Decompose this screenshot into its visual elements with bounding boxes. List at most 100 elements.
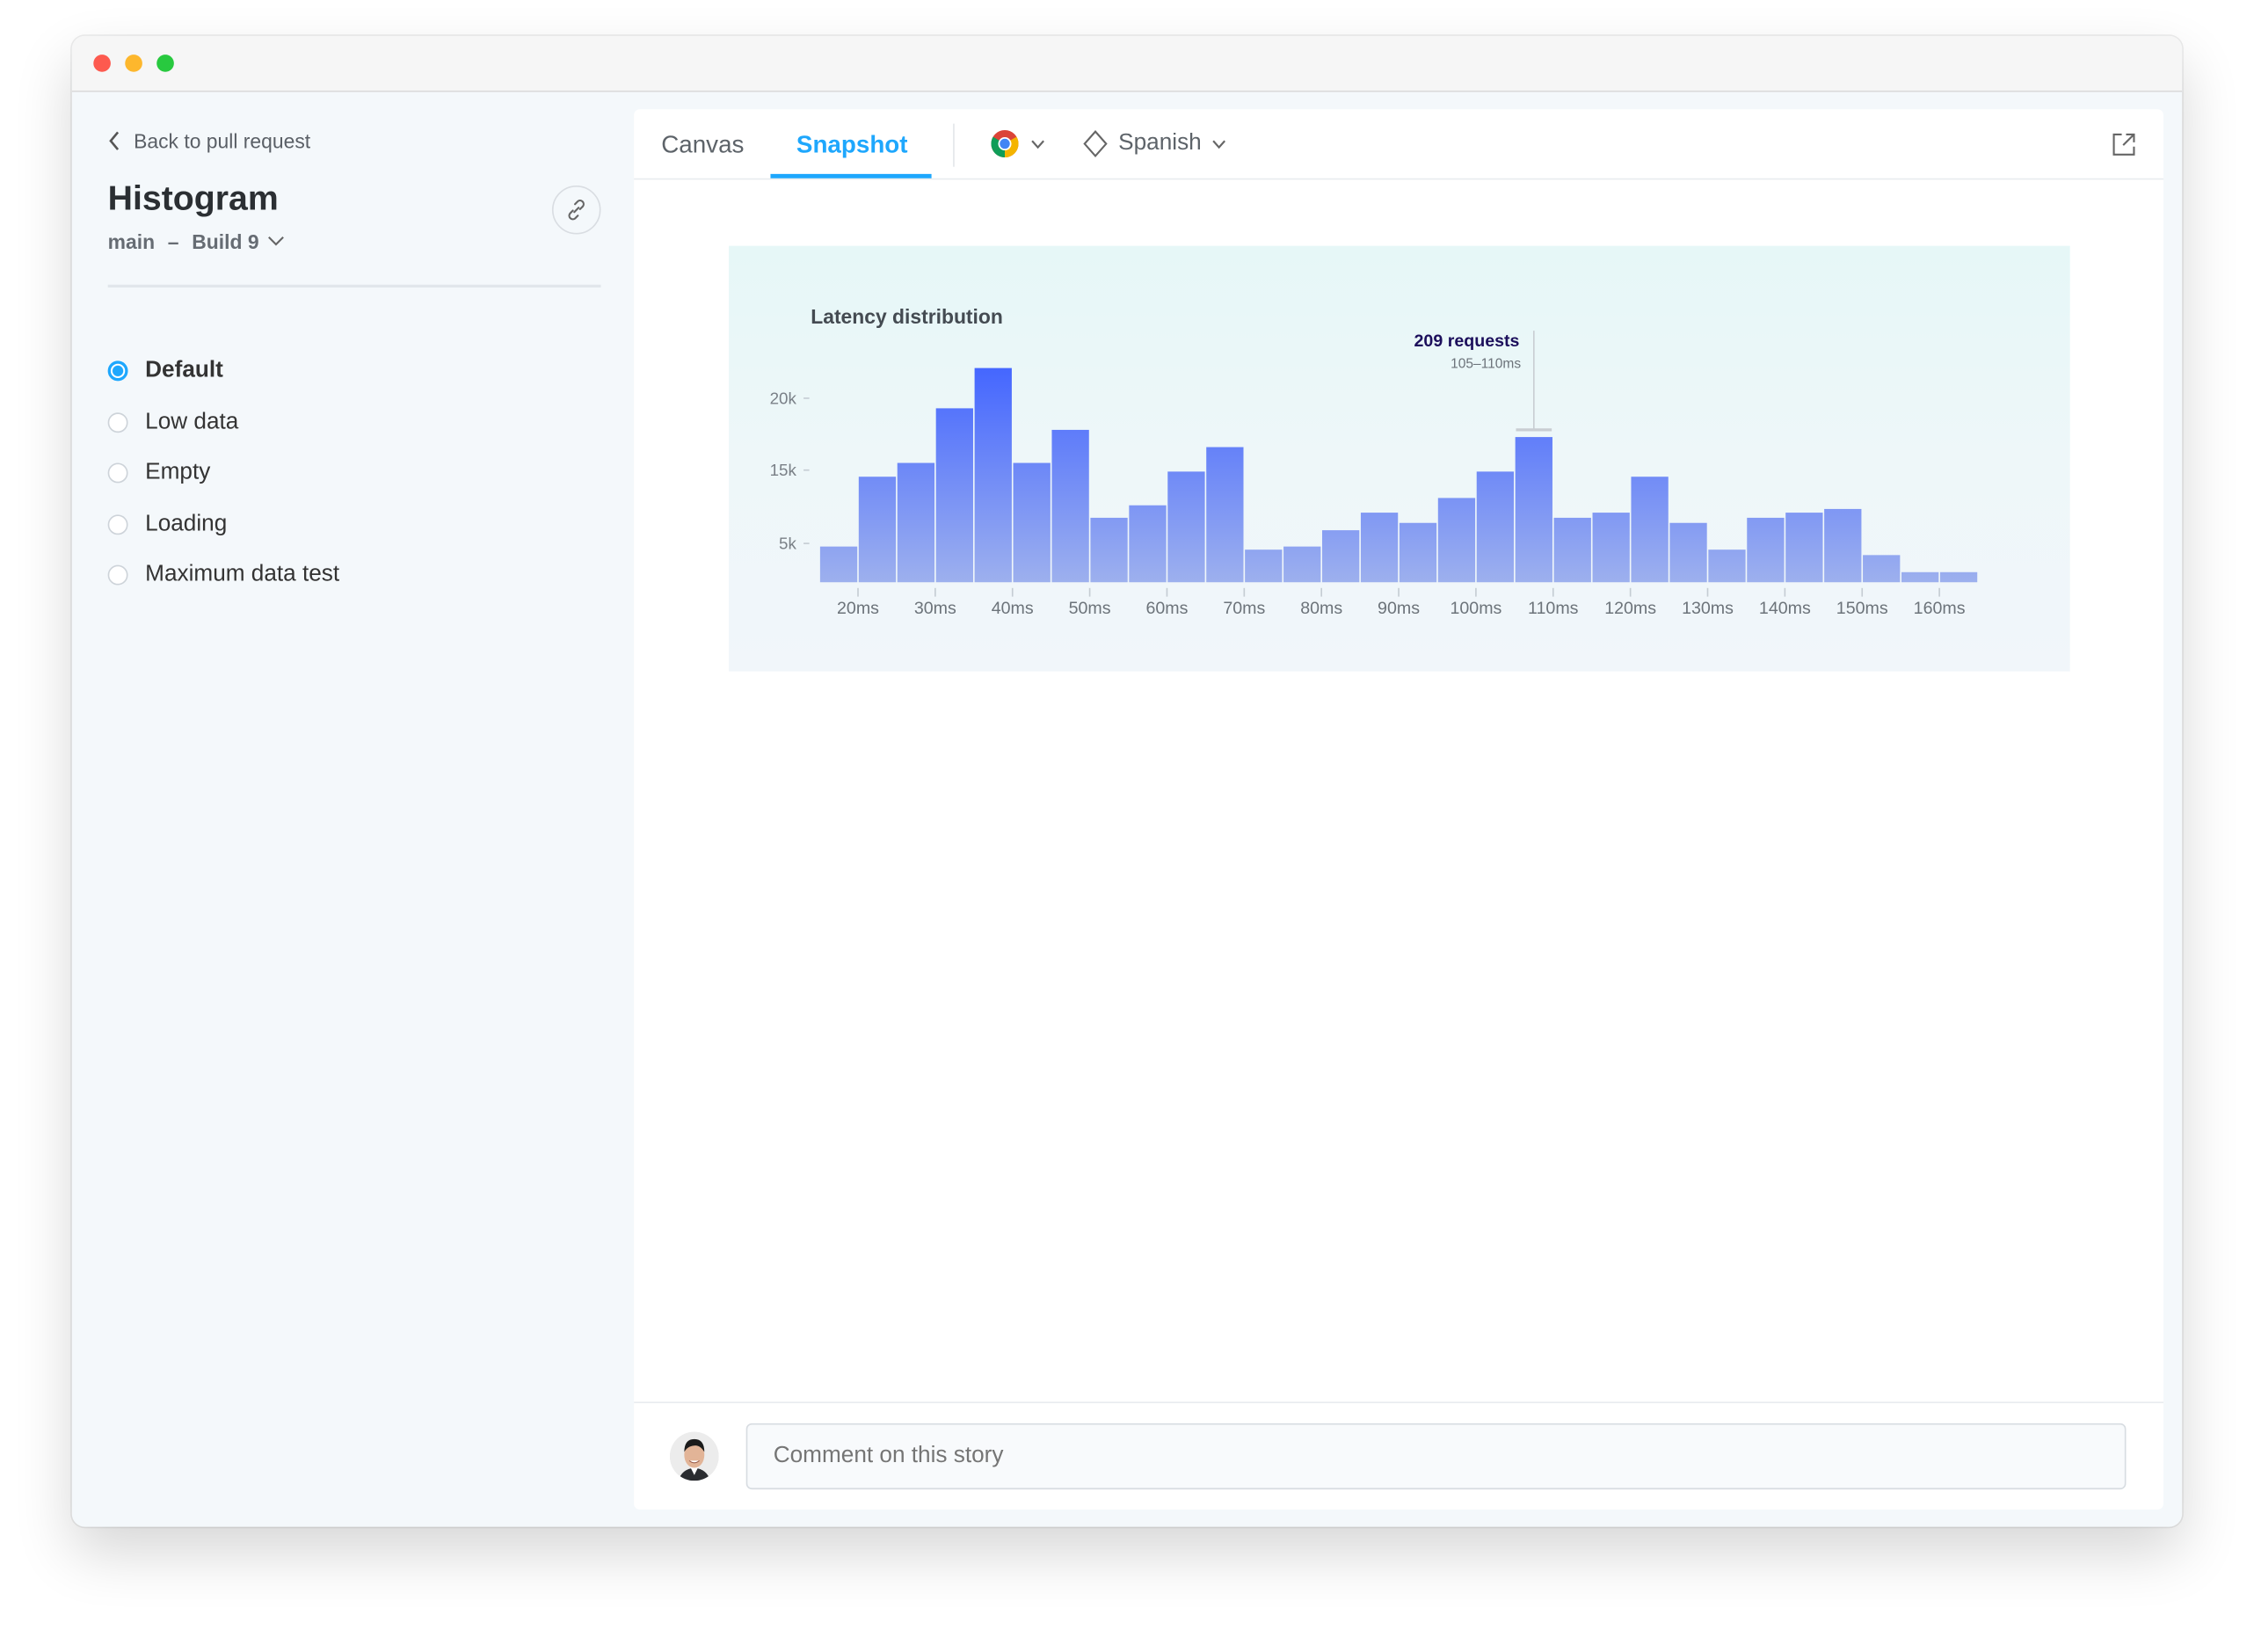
radio[interactable] [107, 514, 128, 535]
language-selector[interactable]: Spanish [1082, 129, 1225, 158]
story-label: Empty [145, 460, 211, 485]
histogram-bar[interactable] [1939, 571, 1978, 583]
minimize-window-button[interactable] [125, 55, 142, 72]
toolbar: Canvas Snapshot Spanish [634, 109, 2163, 180]
copy-link-button[interactable] [551, 185, 601, 235]
browser-selector[interactable] [991, 129, 1045, 158]
close-window-button[interactable] [93, 55, 111, 72]
histogram-bar[interactable] [819, 546, 858, 583]
histogram-bar[interactable] [1437, 498, 1476, 583]
chevron-down-icon [268, 237, 285, 246]
x-tick-label: 40ms [992, 599, 1034, 618]
avatar [670, 1431, 719, 1481]
story-label: Maximum data test [145, 562, 340, 587]
tab-canvas[interactable]: Canvas [661, 130, 745, 158]
histogram-bar[interactable] [1824, 508, 1862, 583]
histogram-bar[interactable] [1245, 549, 1283, 583]
tooltip-range: 105–110ms [1451, 357, 1521, 372]
story-item-low-data[interactable]: Low data [107, 410, 239, 435]
x-tick-label: 140ms [1759, 599, 1811, 618]
histogram-bar[interactable] [1515, 437, 1552, 583]
histogram-bar[interactable] [1785, 513, 1823, 583]
x-tick-label: 50ms [1069, 599, 1111, 618]
story-title: Histogram [107, 179, 279, 219]
language-label: Spanish [1118, 130, 1202, 156]
tooltip-count: 209 requests [1414, 331, 1520, 351]
radio[interactable] [107, 412, 128, 433]
story-preview: Latency distribution 5k 15k 20k 20ms 30ms 40… [729, 245, 2070, 672]
y-tick-label: 15k [770, 461, 797, 479]
open-external-icon[interactable] [2112, 132, 2136, 156]
histogram-bar[interactable] [1863, 555, 1901, 583]
chevron-down-icon [1212, 139, 1225, 149]
x-tick-label: 90ms [1378, 599, 1420, 618]
radio[interactable] [107, 564, 128, 586]
sidebar-divider [107, 284, 601, 288]
story-item-empty[interactable]: Empty [107, 460, 211, 485]
story-item-default[interactable]: Default [107, 358, 223, 383]
histogram-bar[interactable] [1167, 471, 1205, 583]
preview-panel: Canvas Snapshot Spanish [634, 109, 2163, 1510]
build-selector[interactable]: main – Build 9 [108, 230, 285, 253]
app-window: Back to pull request Histogram main – Bu… [71, 35, 2183, 1527]
title-bar [71, 35, 2183, 92]
x-tick-label: 30ms [914, 599, 956, 618]
user-avatar-image [670, 1431, 719, 1481]
maximize-window-button[interactable] [156, 55, 174, 72]
y-tick-label: 20k [770, 389, 797, 407]
chart-title: Latency distribution [811, 305, 1003, 328]
histogram-bar[interactable] [897, 462, 935, 583]
link-icon [568, 200, 585, 221]
radio-selected[interactable] [107, 360, 128, 382]
histogram-bar[interactable] [1476, 471, 1515, 583]
histogram-bar[interactable] [1283, 546, 1321, 583]
histogram-bar[interactable] [1206, 447, 1244, 583]
latency-histogram: Latency distribution 5k 15k 20k 20ms 30ms 40… [770, 305, 1978, 618]
x-tick-label: 160ms [1914, 599, 1966, 618]
chevron-left-icon [109, 131, 120, 150]
histogram-bar[interactable] [1708, 549, 1746, 583]
histogram-bar[interactable] [1013, 462, 1051, 583]
x-tick-label: 130ms [1682, 599, 1734, 618]
story-item-loading[interactable]: Loading [107, 512, 228, 537]
histogram-bar[interactable] [1592, 513, 1630, 583]
chrome-icon [991, 129, 1019, 158]
histogram-bar[interactable] [1129, 505, 1167, 583]
story-item-maximum-data-test[interactable]: Maximum data test [107, 562, 340, 587]
story-label: Low data [145, 410, 239, 434]
diamond-icon [1083, 130, 1108, 158]
histogram-bar[interactable] [1669, 522, 1707, 583]
radio[interactable] [107, 462, 128, 484]
story-label: Default [145, 358, 223, 382]
back-label: Back to pull request [134, 129, 311, 153]
x-tick-label: 150ms [1836, 599, 1888, 618]
back-link[interactable]: Back to pull request [108, 129, 311, 153]
histogram-bar[interactable] [1322, 530, 1360, 583]
active-tab-indicator [770, 173, 932, 178]
sidebar: Back to pull request Histogram main – Bu… [72, 92, 634, 1527]
histogram-bar[interactable] [1090, 517, 1128, 583]
histogram-bar[interactable] [974, 368, 1012, 583]
x-tick-label: 80ms [1300, 599, 1342, 618]
y-tick-label: 5k [779, 535, 796, 553]
comment-input[interactable] [745, 1423, 2127, 1490]
comment-divider [634, 1401, 2163, 1403]
histogram-bar[interactable] [935, 408, 973, 583]
toolbar-divider [953, 123, 955, 167]
x-tick-label: 20ms [837, 599, 879, 618]
histogram-bar[interactable] [1051, 429, 1089, 583]
histogram-bar[interactable] [1360, 513, 1399, 583]
x-tick-label: 70ms [1223, 599, 1265, 618]
histogram-bar[interactable] [1901, 571, 1939, 583]
story-label: Loading [145, 512, 228, 536]
histogram-bar[interactable] [1631, 477, 1669, 583]
histogram-bar[interactable] [1399, 522, 1437, 583]
branch-name: main [107, 229, 156, 253]
separator: – [167, 229, 179, 253]
chevron-down-icon [1031, 139, 1044, 149]
histogram-bar[interactable] [1747, 517, 1785, 583]
tab-snapshot[interactable]: Snapshot [796, 130, 908, 158]
x-tick-label: 120ms [1604, 599, 1656, 618]
histogram-bar[interactable] [1553, 517, 1591, 583]
histogram-bar[interactable] [858, 477, 897, 583]
